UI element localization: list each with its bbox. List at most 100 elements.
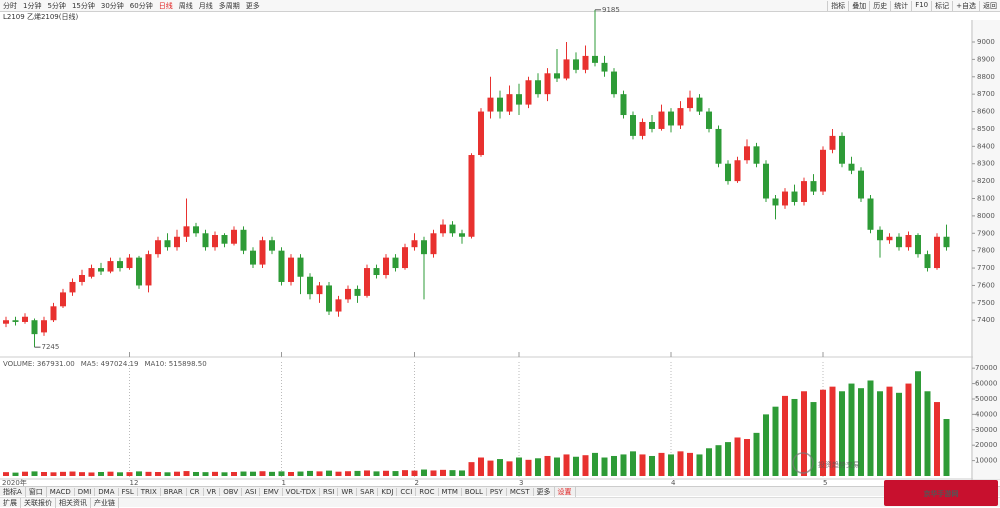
volume-bar [107, 471, 114, 476]
indicator-tab[interactable]: BRAR [161, 487, 187, 496]
candle-body [392, 257, 399, 269]
volume-legend: MA5: 497024.19 [81, 360, 139, 368]
candle-body [231, 229, 237, 244]
volume-bar [136, 471, 142, 476]
volume-bar [820, 389, 826, 476]
candle-body [848, 163, 855, 171]
volume-bar [145, 471, 152, 476]
indicator-tab[interactable]: PSY [487, 487, 507, 496]
tool-button[interactable]: 返回 [979, 0, 1000, 11]
volume-bar [468, 462, 475, 476]
tool-button[interactable]: F10 [911, 0, 931, 11]
tool-button[interactable]: 统计 [890, 0, 911, 11]
tool-button[interactable]: 指标 [827, 0, 848, 11]
candle-body [126, 257, 133, 269]
volume-bar [174, 471, 180, 476]
annotation-label: 9185 [602, 6, 620, 14]
period-tab[interactable]: 日线 [158, 1, 173, 10]
candle-body [326, 285, 332, 312]
period-tab[interactable]: 30分钟 [100, 1, 124, 10]
indicator-tab[interactable]: KDJ [378, 487, 398, 496]
indicator-tab[interactable]: OBV [220, 487, 243, 496]
indicator-tab[interactable]: ASI [242, 487, 261, 496]
indicator-tab[interactable]: 窗口 [26, 486, 47, 497]
indicator-tab[interactable]: BOLL [462, 487, 487, 496]
candle-body [259, 240, 266, 265]
candle-body [3, 320, 9, 324]
volume-bar [269, 471, 275, 476]
indicator-tab[interactable]: DMA [95, 487, 119, 496]
candle-body [820, 149, 826, 192]
indicator-tab[interactable]: MACD [47, 487, 75, 496]
bottom-tab[interactable]: 关联报价 [21, 497, 56, 508]
indicator-tab[interactable]: 指标A [0, 486, 26, 497]
volume-bar [345, 471, 351, 476]
volume-bar [326, 470, 332, 476]
candle-body [307, 276, 313, 295]
candle-body [212, 235, 218, 248]
indicator-tab[interactable]: SAR [357, 487, 379, 496]
candle-body [164, 240, 171, 248]
volume-bar [98, 471, 104, 476]
indicator-tab[interactable]: CR [187, 487, 204, 496]
indicator-tab[interactable]: RSI [320, 487, 339, 496]
bottom-tab[interactable]: 扩展 [0, 497, 21, 508]
period-tab[interactable]: 15分钟 [71, 1, 95, 10]
tool-button[interactable]: 标记 [931, 0, 952, 11]
y-tick-label: 9000 [977, 38, 995, 46]
volume-bar [202, 472, 209, 476]
indicator-tab[interactable]: VOL-TDX [283, 487, 320, 496]
candle-body [611, 71, 617, 95]
period-tab[interactable]: 周线 [178, 1, 193, 10]
indicator-tab[interactable]: WR [338, 487, 358, 496]
indicator-tab[interactable]: EMV [260, 487, 283, 496]
period-tab[interactable]: 60分钟 [129, 1, 153, 10]
candle-body [753, 146, 760, 164]
candle-body [50, 306, 57, 321]
x-tick-label: 3 [519, 479, 523, 486]
indicator-tab[interactable]: CCI [397, 487, 417, 496]
volume-bar [886, 386, 893, 476]
indicator-tab[interactable]: 更多 [534, 486, 555, 497]
bottom-tab[interactable]: 相关资讯 [56, 497, 91, 508]
volume-bar [649, 455, 655, 476]
volume-bar [535, 458, 541, 476]
candle-body [402, 247, 408, 269]
candle-body [516, 94, 522, 105]
y-tick-label: 70000 [975, 364, 997, 372]
tool-button[interactable]: 历史 [869, 0, 890, 11]
volume-bar [392, 471, 399, 476]
volume-bar [41, 471, 47, 476]
period-tab[interactable]: 5分钟 [47, 1, 66, 10]
candle-body [269, 240, 275, 251]
candle-body [829, 135, 836, 150]
indicator-tab[interactable]: TRIX [138, 487, 161, 496]
volume-bar [905, 383, 912, 476]
period-tab[interactable]: 分时 [3, 1, 17, 10]
symbol-bar: L2109 乙烯2109(日线) [0, 12, 1000, 21]
indicator-tab[interactable]: ROC [416, 487, 439, 496]
candle-body [725, 163, 731, 182]
volume-bar [231, 471, 237, 476]
candle-body [877, 229, 883, 241]
volume-bar [734, 437, 741, 476]
indicator-tab[interactable]: VR [204, 487, 221, 496]
tool-button[interactable]: 叠加 [848, 0, 869, 11]
period-tab[interactable]: 更多 [245, 1, 260, 10]
indicator-tab[interactable]: MTM [439, 487, 462, 496]
period-tab[interactable]: 月线 [198, 1, 213, 10]
indicator-tab[interactable]: DMI [75, 487, 96, 496]
y-tick-label: 7500 [977, 299, 995, 307]
period-tab[interactable]: 1分钟 [23, 1, 42, 10]
indicator-tab[interactable]: FSL [119, 487, 138, 496]
indicator-tab[interactable]: MCST [507, 487, 534, 496]
candle-body [202, 233, 209, 248]
indicator-tab[interactable]: 设置 [555, 486, 576, 497]
candle-body [145, 254, 152, 286]
period-tab[interactable]: 多周期 [218, 1, 240, 10]
candle-body [31, 320, 38, 335]
candle-body [943, 236, 950, 248]
candle-body [440, 224, 446, 234]
tool-button[interactable]: +自选 [952, 0, 979, 11]
bottom-tab[interactable]: 产业链 [91, 497, 119, 508]
